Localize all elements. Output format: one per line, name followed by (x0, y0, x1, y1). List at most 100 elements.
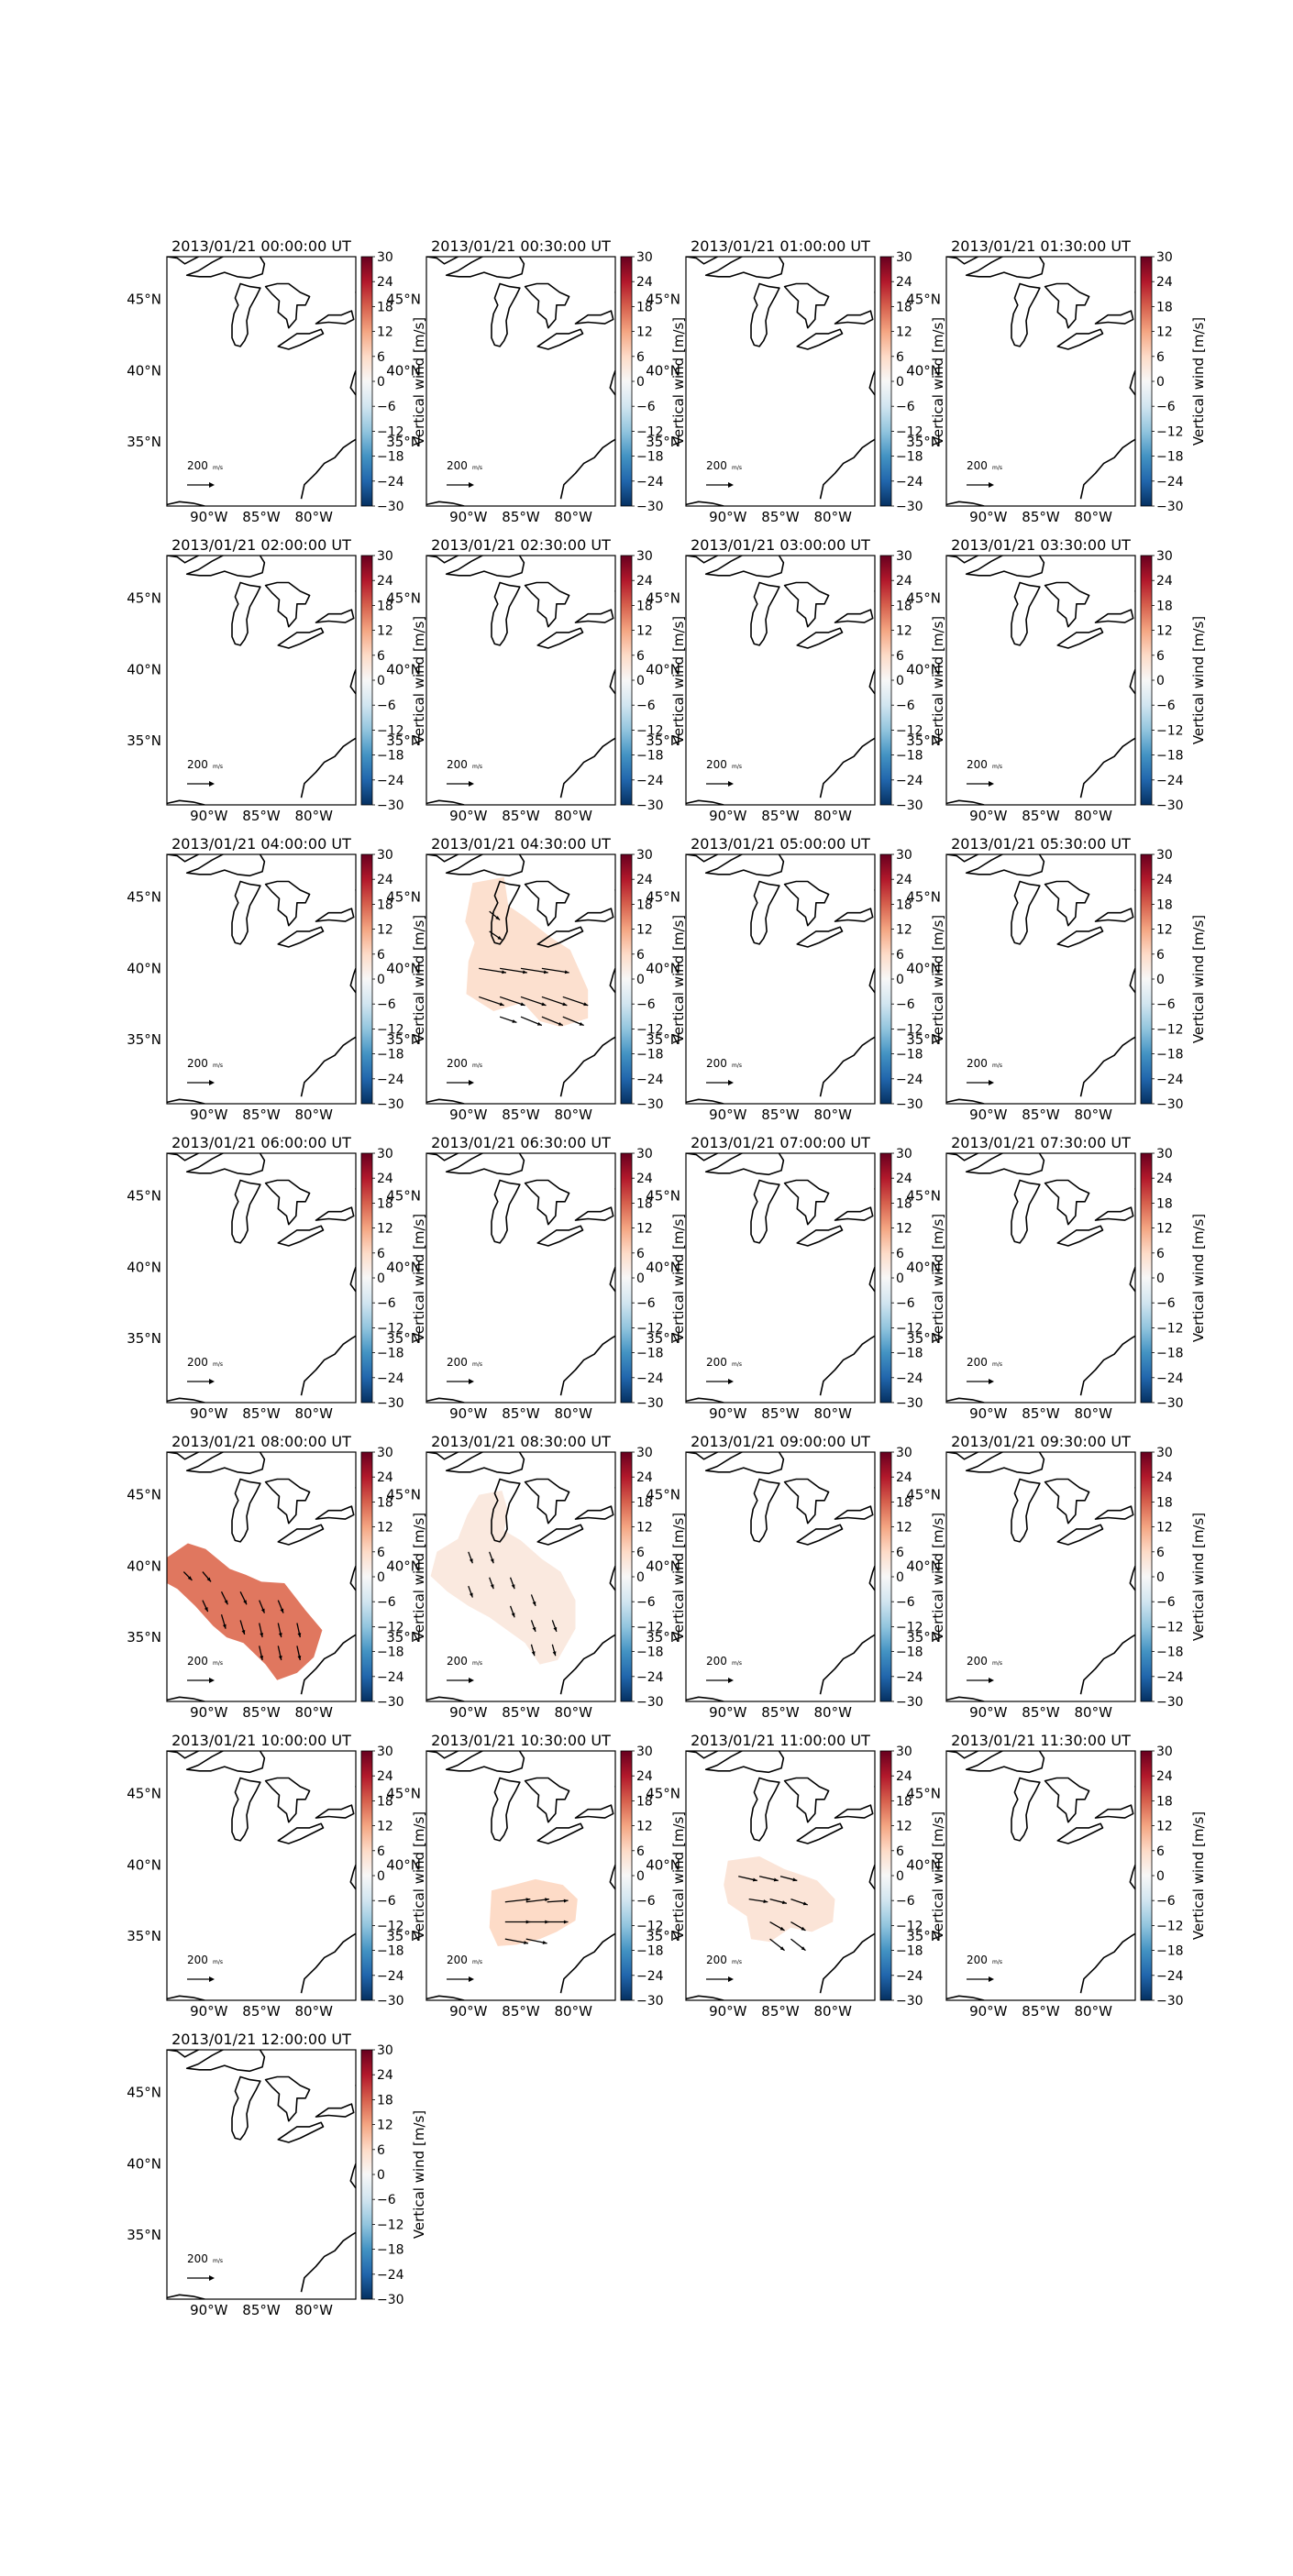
vertical-wind-region (465, 876, 589, 1028)
colorbar-tick-label: 12 (377, 1222, 393, 1237)
colorbar-tick-label: −24 (1156, 1670, 1184, 1685)
longitude-tick-label: 80°W (555, 1704, 593, 1721)
colorbar-tick-label: 12 (636, 1521, 653, 1536)
latitude-tick-label: 45°N (127, 1786, 161, 1802)
map-panel: 2013/01/21 00:30:00 UT 200 m/s 45°N 40°N 35°N… (386, 237, 687, 525)
colorbar-tick-label: −24 (896, 1371, 923, 1386)
longitude-tick-label: 90°W (449, 1405, 488, 1422)
colorbar-tick-label: −30 (1156, 1994, 1184, 2009)
colorbar-tick-label: −30 (377, 1097, 404, 1112)
longitude-tick-label: 85°W (1022, 808, 1060, 824)
longitude-tick-label: 90°W (190, 1704, 228, 1721)
panel-title: 2013/01/21 00:30:00 UT (431, 237, 611, 255)
coastline (946, 556, 1135, 805)
colorbar-tick-label: −24 (1156, 774, 1184, 788)
colorbar-tick-label: −18 (636, 1646, 664, 1660)
colorbar-label: Vertical wind [m/s] (670, 915, 687, 1043)
latitude-tick-label: 45°N (386, 1786, 421, 1802)
colorbar-tick-label: 6 (896, 1844, 904, 1859)
colorbar-tick-label: −30 (1156, 1396, 1184, 1411)
colorbar-tick-label: 24 (896, 275, 912, 290)
colorbar-tick-label: 18 (636, 1495, 653, 1510)
colorbar-tick-label: −18 (1156, 1347, 1184, 1361)
coastline (946, 1452, 1135, 1701)
longitude-tick-label: 80°W (814, 1106, 853, 1123)
colorbar-tick-label: 18 (377, 1794, 393, 1809)
latitude-tick-label: 45°N (906, 1786, 941, 1802)
map-frame (166, 256, 357, 507)
colorbar-tick-label: −24 (1156, 1371, 1184, 1386)
colorbar-tick-label: 30 (896, 1446, 912, 1460)
colorbar-tick-label: 12 (1156, 1820, 1173, 1834)
panel-title: 2013/01/21 10:30:00 UT (431, 1732, 611, 1749)
colorbar-tick-label: −6 (636, 699, 656, 713)
longitude-tick-label: 90°W (190, 1106, 228, 1123)
longitude-tick-label: 85°W (502, 1405, 540, 1422)
colorbar-tick-label: 12 (636, 325, 653, 340)
colorbar-tick-label: 0 (377, 973, 385, 987)
colorbar-tick-label: 24 (377, 1470, 393, 1485)
colorbar-tick-label: −30 (896, 1994, 923, 2009)
colorbar-tick-label: 30 (636, 549, 653, 564)
colorbar-label: Vertical wind [m/s] (411, 616, 427, 744)
colorbar-tick-label: −6 (1156, 400, 1176, 414)
map-frame (166, 1750, 357, 2001)
colorbar-tick-label: 0 (1156, 375, 1165, 390)
reference-arrow: 200 m/s (447, 1655, 482, 1683)
latitude-tick-label: 35°N (386, 1031, 421, 1048)
colorbar-tick-label: −30 (377, 1994, 404, 2009)
latitude-tick-label: 40°N (127, 2155, 161, 2172)
colorbar-tick-label: −24 (636, 1073, 664, 1087)
colorbar-tick-label: −6 (1156, 1894, 1176, 1909)
colorbar-label: Vertical wind [m/s] (1190, 1513, 1207, 1641)
colorbar-tick-label: −12 (377, 723, 404, 738)
wind-vector (541, 996, 568, 1007)
colorbar-tick-label: 0 (377, 2168, 385, 2183)
colorbar-tick-label: 12 (896, 1820, 912, 1834)
map-panel: 2013/01/21 10:00:00 UT 200 m/s 45°N 40°N 35°N… (127, 1732, 427, 2020)
colorbar-tick-label: −30 (1156, 798, 1184, 813)
colorbar-tick-label: −12 (1156, 1620, 1184, 1635)
latitude-tick-label: 35°N (906, 434, 941, 450)
latitude-tick-label: 35°N (127, 434, 161, 450)
colorbar: 30 24 18 12 6 0 −6 −12 −18 −24 −30 Vertical wind [m… (360, 848, 427, 1112)
reference-arrow: 200 m/s (187, 2252, 223, 2281)
colorbar-tick-label: 24 (896, 873, 912, 887)
reference-arrow: 200 m/s (187, 758, 223, 787)
coastline (686, 1153, 875, 1403)
reference-arrow: 200 m/s (187, 1356, 223, 1384)
panel-title: 2013/01/21 03:30:00 UT (951, 536, 1131, 554)
coastline (167, 556, 356, 805)
colorbar-tick-label: −12 (1156, 1919, 1184, 1933)
reference-arrow-label: 200 (447, 459, 468, 472)
colorbar-tick-label: −12 (377, 2218, 404, 2232)
wind-vector (520, 996, 547, 1007)
reference-arrow-unit: m/s (472, 1361, 482, 1368)
colorbar-tick-label: −30 (896, 798, 923, 813)
panel-title: 2013/01/21 01:00:00 UT (691, 237, 870, 255)
colorbar-tick-label: 0 (636, 973, 645, 987)
colorbar-tick-label: −12 (636, 424, 664, 439)
colorbar-label: Vertical wind [m/s] (670, 616, 687, 744)
latitude-tick-label: 40°N (906, 1558, 941, 1574)
panel-title: 2013/01/21 09:30:00 UT (951, 1433, 1131, 1450)
longitude-tick-label: 80°W (1075, 808, 1113, 824)
colorbar-label: Vertical wind [m/s] (411, 1214, 427, 1342)
colorbar-tick-label: 0 (377, 375, 385, 390)
latitude-tick-label: 40°N (127, 1856, 161, 1873)
wind-vectors (738, 1876, 808, 1952)
latitude-tick-label: 45°N (386, 1487, 421, 1503)
coastline (426, 257, 615, 506)
colorbar-tick-label: −6 (1156, 997, 1176, 1012)
latitude-tick-label: 45°N (386, 1188, 421, 1205)
reference-arrow: 200 m/s (967, 1057, 1002, 1085)
reference-arrow-label: 200 (967, 1356, 988, 1369)
colorbar-tick-label: −18 (377, 1048, 404, 1062)
map-panel: 2013/01/21 11:30:00 UT 200 m/s 45°N 40°N 35°N… (906, 1732, 1207, 2020)
colorbar-tick-label: −18 (1156, 450, 1184, 465)
colorbar-tick-label: −24 (377, 1969, 404, 1984)
longitude-tick-label: 80°W (1075, 1106, 1113, 1123)
colorbar-tick-label: −6 (896, 699, 915, 713)
colorbar-tick-label: −18 (377, 1347, 404, 1361)
